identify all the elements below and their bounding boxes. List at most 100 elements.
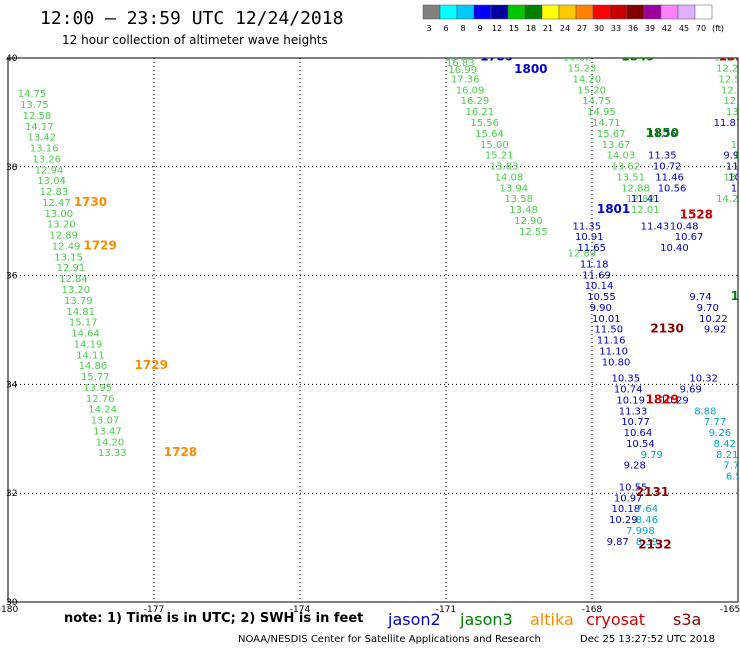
footnote: note: 1) Time is in UTC; 2) SWH is in fe… (64, 611, 364, 626)
pass-time-label: 1729 (135, 358, 168, 372)
wave-height-label: 12.01 (631, 205, 660, 216)
wave-height-label: 10.29 (660, 395, 689, 406)
wave-height-label: 8.42 (714, 439, 736, 450)
wave-height-label: 13.48 (509, 205, 538, 216)
colorbar-swatch (541, 4, 560, 20)
wave-height-label: 16.79 (444, 53, 473, 64)
colorbar-swatch (524, 4, 543, 20)
colorbar-label: 36 (628, 24, 638, 33)
wave-height-label: 15.20 (577, 85, 606, 96)
wave-height-label: 15.23 (568, 64, 597, 75)
wave-height-label: 10.67 (675, 232, 704, 243)
colorbar-swatch (677, 4, 696, 20)
colorbar-swatch (575, 4, 594, 20)
wave-height-label: 13.47 (93, 426, 122, 437)
colorbar-swatch (439, 4, 458, 20)
colorbar-label: 12 (492, 24, 502, 33)
wave-height-label: 14.28 (716, 194, 740, 205)
colorbar-swatch (456, 4, 475, 20)
wave-height-label: 15.00 (480, 140, 509, 151)
pass-time-label: 1849 (621, 50, 654, 64)
wave-height-label: 12.58 (23, 111, 52, 122)
wave-height-label: 11.69 (582, 270, 611, 281)
wave-height-label: 9.70 (697, 303, 719, 314)
wave-height-label: 13.94 (500, 183, 529, 194)
wave-height-label: 13.62 (611, 162, 640, 173)
wave-height-label: 12.89 (568, 249, 597, 260)
wave-height-label: 15.64 (475, 129, 504, 140)
colorbar-label: 39 (645, 24, 655, 33)
colorbar-label: 9 (477, 24, 482, 33)
wave-height-label: 12.76 (86, 394, 115, 405)
wave-height-label: 13.58 (504, 194, 533, 205)
wave-height-label: 12.83 (40, 187, 69, 198)
colorbar-label: 30 (594, 24, 604, 33)
wave-height-label: 14.75 (582, 96, 611, 107)
x-tick-label: -165 (720, 605, 740, 615)
colorbar-label: 8 (460, 24, 465, 33)
wave-height-label: 10.75 (728, 172, 740, 183)
wave-height-label: 10.55 (587, 292, 616, 303)
wave-height-label: 10.74 (614, 385, 643, 396)
wave-height-label: 8.39 (636, 537, 658, 548)
colorbar-label: 42 (662, 24, 672, 33)
wave-height-label: 13.20 (47, 220, 76, 231)
wave-height-label: 13.04 (37, 176, 66, 187)
wave-height-label: 14.75 (18, 89, 47, 100)
wave-height-label: 16.62 (563, 53, 592, 64)
wave-height-label: 17.36 (451, 74, 480, 85)
wave-height-label: 12.17 (733, 151, 740, 162)
wave-height-label: 10.77 (621, 417, 650, 428)
legend-item-cryosat: cryosat (586, 610, 646, 629)
wave-height-label: 9.28 (624, 461, 646, 472)
wave-height-label: 12.56 (719, 74, 740, 85)
wave-height-label: 8.21 (716, 450, 738, 461)
x-tick-label: -177 (144, 605, 164, 615)
pass-time-label: 1800 (514, 62, 547, 76)
colorbar-swatch (592, 4, 611, 20)
wave-height-label: 15.21 (485, 151, 514, 162)
wave-height-label: 6.57 (726, 472, 740, 483)
wave-height-label: 11.18 (580, 259, 609, 270)
wave-height-label: 12.27 (721, 85, 740, 96)
wave-height-label: 10.48 (670, 221, 699, 232)
wave-height-label: 16.83 (446, 58, 475, 69)
wave-height-label: 10.22 (699, 314, 728, 325)
chart-subtitle: 12 hour collection of altimeter wave hei… (62, 33, 328, 47)
wave-height-label: 7.79 (723, 461, 740, 472)
y-tick-label: 34 (6, 380, 18, 390)
wave-height-label: 12.10 (723, 96, 740, 107)
wave-height-label: 11.74 (726, 162, 740, 173)
wave-height-label: 14.11 (76, 350, 105, 361)
colorbar-swatch (609, 4, 628, 20)
pass-time-label: 185 (731, 289, 740, 303)
x-tick-label: -180 (0, 605, 18, 615)
wave-height-label: 16.99 (448, 65, 477, 76)
legend-item-jason2: jason2 (388, 610, 441, 629)
wave-height-label: 14.86 (79, 361, 108, 372)
y-tick-label: 32 (6, 489, 17, 499)
wave-height-label: 13.42 (27, 133, 56, 144)
wave-height-label: 12.88 (621, 183, 650, 194)
wave-height-label: 9.74 (689, 292, 711, 303)
colorbar-label: 24 (560, 24, 570, 33)
colorbar-swatch (660, 4, 679, 20)
wave-height-label: 12.82 (626, 194, 655, 205)
wave-height-label: 11.65 (577, 243, 606, 254)
wave-height-label: 7.998 (626, 526, 655, 537)
wave-height-label: 10.72 (653, 162, 682, 173)
wave-height-label: 13.67 (602, 140, 631, 151)
x-tick-label: -174 (290, 605, 311, 615)
wave-height-label: 13.75 (20, 100, 49, 111)
wave-height-label: 13.95 (83, 383, 112, 394)
wave-height-label: 11.16 (597, 336, 626, 347)
plot-frame (7, 57, 739, 603)
wave-height-label: 13.15 (54, 252, 83, 263)
wave-height-label: 11.50 (594, 325, 623, 336)
wave-height-label: 14.20 (573, 74, 602, 85)
wave-height-label: 15.17 (69, 318, 98, 329)
wave-height-label: 10.40 (660, 243, 689, 254)
wave-height-label: 10.01 (592, 314, 621, 325)
data-layer: 14.7513.7512.5814.1713.4213.1613.2612.94… (18, 50, 740, 552)
credit-line: NOAA/NESDIS Center for Satellite Applica… (238, 634, 541, 645)
